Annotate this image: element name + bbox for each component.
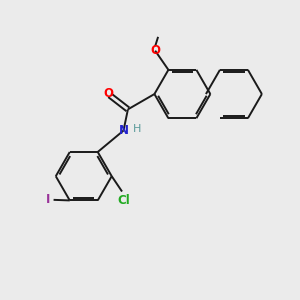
Text: Cl: Cl [117,194,130,207]
Text: O: O [103,87,113,100]
Text: H: H [133,124,141,134]
Text: I: I [46,193,50,206]
Text: N: N [118,124,128,137]
Text: O: O [150,44,160,57]
